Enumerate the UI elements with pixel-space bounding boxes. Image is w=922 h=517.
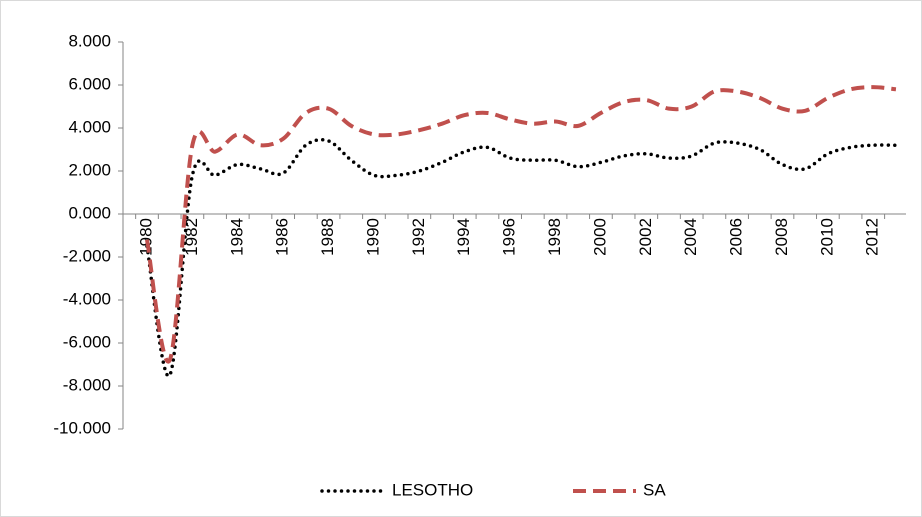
x-tick-label: 1988 [318,218,337,256]
x-tick-label: 1996 [500,218,519,256]
legend-label: LESOTHO [392,480,473,499]
y-tick-label: -8.000 [63,375,111,394]
x-tick-label: 1986 [273,218,292,256]
y-tick-label: 2.000 [68,160,111,179]
x-tick-label: 2004 [681,218,700,256]
legend-label: SA [643,480,666,499]
x-tick-label: 2012 [863,218,882,256]
series-line [145,85,897,364]
y-tick-label: -10.000 [53,418,111,437]
y-tick-label: 4.000 [68,117,111,136]
x-tick-label: 1982 [182,218,201,256]
x-tick-label: 2010 [817,218,836,256]
y-tick-label: -4.000 [63,289,111,308]
y-tick-label: 6.000 [68,74,111,93]
y-tick-label: 8.000 [68,31,111,50]
y-tick-label: -2.000 [63,246,111,265]
x-tick-label: 2006 [727,218,746,256]
x-tick-label: 1980 [136,218,155,256]
x-tick-label: 1990 [363,218,382,256]
x-tick-label: 1998 [545,218,564,256]
series-line [145,137,898,378]
x-tick-label: 2000 [590,218,609,256]
x-tick-label: 2002 [636,218,655,256]
y-tick-label: -6.000 [63,332,111,351]
x-tick-label: 1984 [227,218,246,256]
x-tick-label: 1992 [409,218,428,256]
y-tick-label: 0.000 [68,203,111,222]
x-tick-label: 2008 [772,218,791,256]
x-tick-label: 1994 [454,218,473,256]
